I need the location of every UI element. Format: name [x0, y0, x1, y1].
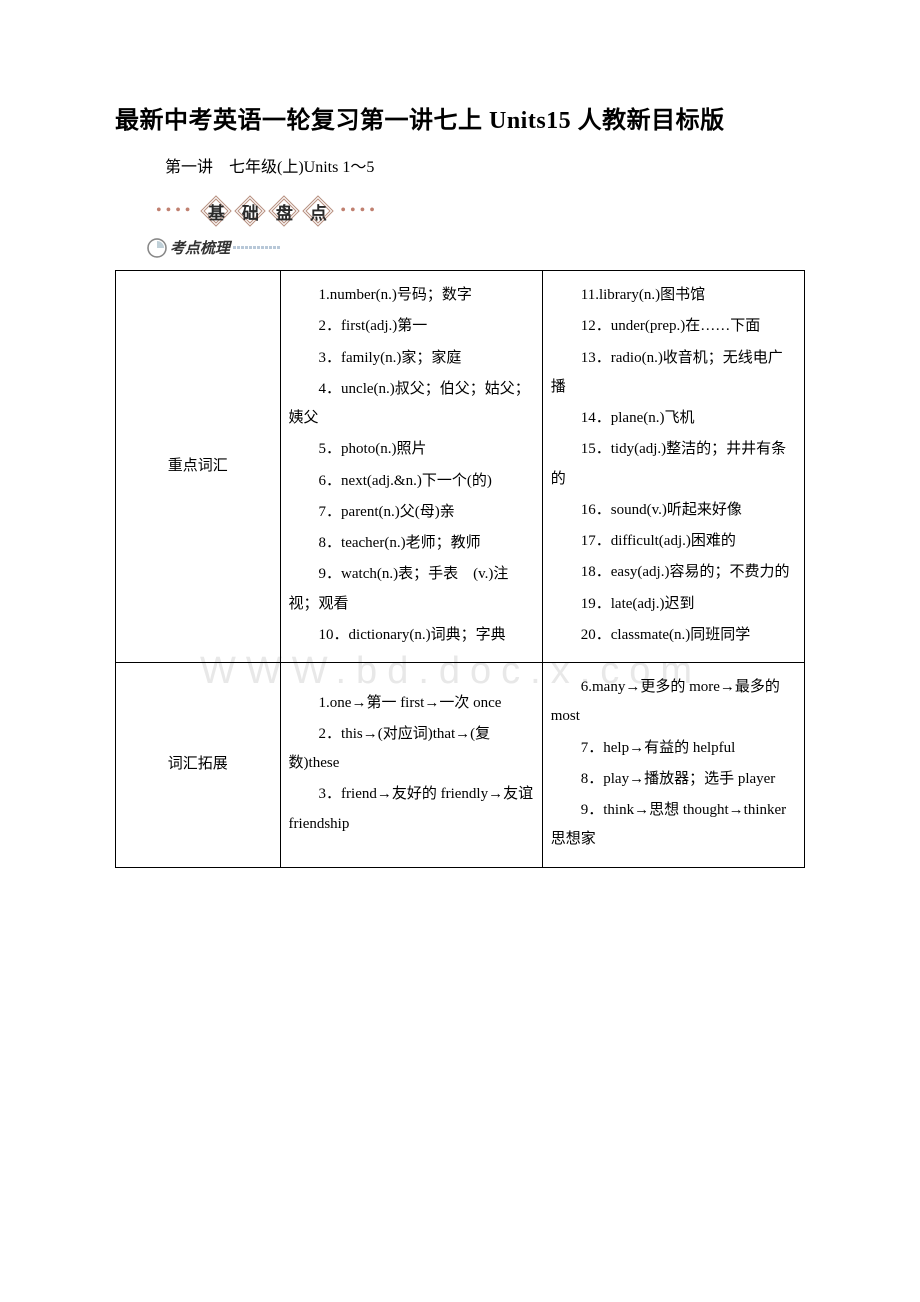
list-item: 1.number(n.)号码；数字 — [289, 281, 534, 310]
col2-row2: 6.many→更多的 more→最多的 most7．help→有益的 helpf… — [542, 663, 804, 868]
diamond-char-2: 础 — [242, 199, 259, 224]
diamond-1: 基 — [200, 195, 232, 227]
page-title: 最新中考英语一轮复习第一讲七上 Units15 人教新目标版 — [115, 100, 805, 135]
list-item: 3．family(n.)家；家庭 — [289, 344, 534, 373]
list-item: 3．friend→友好的 friendly→友谊 friendship — [289, 780, 534, 839]
list-item: 4．uncle(n.)叔父；伯父；姑父；姨父 — [289, 375, 534, 434]
list-item: 8．teacher(n.)老师；教师 — [289, 529, 534, 558]
diamond-char-3: 盘 — [276, 199, 293, 224]
row-label-2: 词汇拓展 — [116, 663, 281, 868]
list-item: 10．dictionary(n.)词典；字典 — [289, 621, 534, 650]
diamond-4: 点 — [302, 195, 334, 227]
list-item: 11.library(n.)图书馆 — [551, 281, 796, 310]
list-item: 19．late(adj.)迟到 — [551, 590, 796, 619]
row-label-1: 重点词汇 — [116, 271, 281, 663]
vocabulary-table: 重点词汇 1.number(n.)号码；数字2．first(adj.)第一 3．f… — [115, 270, 805, 868]
col1-row1: 1.number(n.)号码；数字2．first(adj.)第一 3．family… — [280, 271, 542, 663]
list-item: 6．next(adj.&n.)下一个(的) — [289, 467, 534, 496]
list-item: 1.one→第一 first→一次 once — [289, 689, 534, 718]
table-row: 重点词汇 1.number(n.)号码；数字2．first(adj.)第一 3．f… — [116, 271, 805, 663]
diamond-group: 基 础 盘 点 — [200, 195, 334, 227]
circle-icon — [147, 238, 167, 258]
subtitle-text: 第一讲 七年级(上)Units 1～5 — [165, 153, 805, 177]
sub-header: 考点梳理 — [147, 237, 805, 258]
sub-header-dots — [233, 246, 280, 249]
list-item: 13．radio(n.)收音机；无线电广播 — [551, 344, 796, 403]
list-item: 14．plane(n.)飞机 — [551, 404, 796, 433]
diamond-char-1: 基 — [208, 199, 225, 224]
col1-row2: 1.one→第一 first→一次 once2．this→(对应词)that→(… — [280, 663, 542, 868]
col2-row1: 11.library(n.)图书馆12．under(prep.)在……下面 13．… — [542, 271, 804, 663]
list-item: 18．easy(adj.)容易的；不费力的 — [551, 558, 796, 587]
diamond-3: 盘 — [268, 195, 300, 227]
table-row: 词汇拓展 1.one→第一 first→一次 once2．this→(对应词)t… — [116, 663, 805, 868]
list-item: 8．play→播放器；选手 player — [551, 765, 796, 794]
decorative-heading: •••• 基 础 盘 — [150, 195, 805, 227]
list-item: 15．tidy(adj.)整洁的；井井有条的 — [551, 435, 796, 494]
list-item: 12．under(prep.)在……下面 — [551, 312, 796, 341]
list-item: 9．watch(n.)表；手表 (v.)注视；观看 — [289, 560, 534, 619]
list-item: 9．think→思想 thought→thinker 思想家 — [551, 796, 796, 855]
list-item: 2．first(adj.)第一 — [289, 312, 534, 341]
list-item: 2．this→(对应词)that→(复数)these — [289, 720, 534, 779]
list-item: 17．difficult(adj.)困难的 — [551, 527, 796, 556]
diamond-2: 础 — [234, 195, 266, 227]
diamond-char-4: 点 — [310, 199, 327, 224]
list-item: 7．help→有益的 helpful — [551, 734, 796, 763]
dots-right: •••• — [340, 202, 378, 220]
sub-header-text: 考点梳理 — [170, 237, 230, 258]
dots-left: •••• — [156, 202, 194, 220]
list-item: 20．classmate(n.)同班同学 — [551, 621, 796, 650]
list-item: 7．parent(n.)父(母)亲 — [289, 498, 534, 527]
list-item: 6.many→更多的 more→最多的 most — [551, 673, 796, 732]
list-item: 5．photo(n.)照片 — [289, 435, 534, 464]
list-item: 16．sound(v.)听起来好像 — [551, 496, 796, 525]
